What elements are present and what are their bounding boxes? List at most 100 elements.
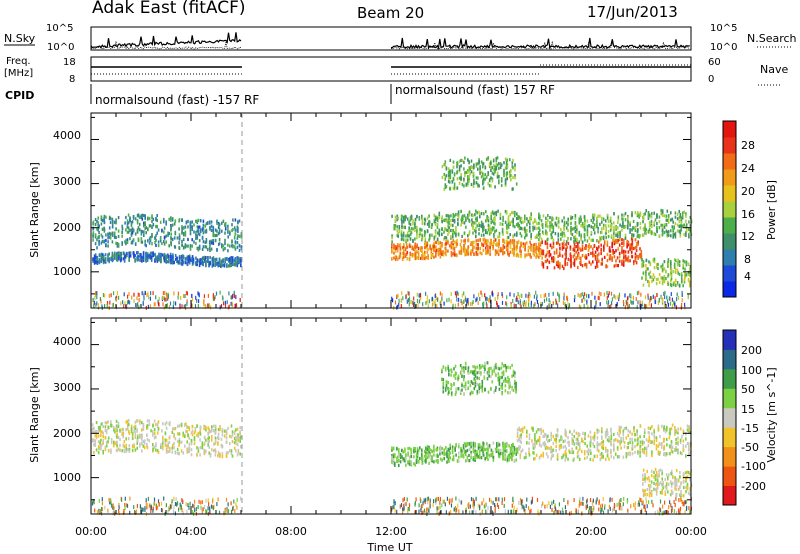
data-cell: [121, 224, 123, 228]
data-cell: [133, 429, 135, 433]
data-cell: [470, 182, 473, 187]
data-cell: [525, 300, 527, 305]
data-cell: [547, 304, 549, 309]
data-cell: [157, 420, 160, 424]
data-cell: [133, 445, 135, 449]
data-cell: [527, 294, 529, 299]
data-cell: [601, 257, 603, 261]
data-cell: [111, 303, 114, 308]
data-cell: [482, 304, 484, 309]
data-cell: [426, 241, 429, 245]
data-cell: [637, 234, 639, 238]
data-cell: [207, 293, 209, 298]
data-cell: [97, 235, 99, 240]
data-cell: [92, 238, 94, 242]
data-cell: [458, 181, 461, 185]
data-cell: [685, 225, 687, 229]
data-cell: [174, 437, 177, 441]
data-cell: [108, 258, 110, 262]
data-cell: [632, 226, 635, 230]
data-cell: [627, 240, 630, 244]
freq-tick-bottom: 8: [69, 74, 75, 85]
data-cell: [467, 213, 469, 217]
data-cell: [507, 217, 510, 221]
data-cell: [157, 228, 160, 232]
data-cell: [561, 219, 563, 223]
data-cell: [487, 453, 489, 457]
data-cell: [100, 241, 103, 245]
data-cell: [649, 262, 652, 267]
data-cell: [570, 237, 572, 241]
data-cell: [584, 263, 586, 267]
data-cell: [439, 452, 441, 456]
data-cell: [468, 175, 470, 179]
data-cell: [557, 234, 560, 238]
data-cell: [615, 249, 617, 253]
data-cell: [401, 256, 404, 260]
data-cell: [126, 425, 129, 429]
data-cell: [102, 256, 105, 260]
data-cell: [125, 437, 127, 441]
data-cell: [96, 227, 98, 231]
data-cell: [230, 301, 232, 306]
data-cell: [674, 215, 677, 219]
data-cell: [473, 163, 475, 167]
data-cell: [596, 264, 599, 269]
data-cell: [683, 233, 685, 237]
data-cell: [115, 227, 117, 231]
data-cell: [143, 224, 145, 228]
data-cell: [176, 451, 179, 455]
data-cell: [451, 448, 454, 452]
data-cell: [661, 211, 664, 215]
data-cell: [563, 223, 566, 227]
data-cell: [573, 258, 576, 262]
data-cell: [141, 428, 143, 432]
data-cell: [474, 229, 476, 233]
data-cell: [441, 297, 443, 301]
data-cell: [394, 463, 396, 467]
data-cell: [561, 247, 564, 251]
data-cell: [210, 224, 213, 228]
data-cell: [414, 245, 417, 249]
data-cell: [231, 244, 233, 248]
data-cell: [401, 225, 403, 230]
data-cell: [131, 448, 134, 453]
data-cell: [152, 223, 155, 227]
data-cell: [146, 438, 149, 442]
data-cell: [165, 220, 167, 224]
data-cell: [688, 220, 690, 224]
data-cell: [444, 160, 447, 164]
data-cell: [177, 260, 180, 264]
data-cell: [485, 175, 488, 179]
data-cell: [672, 270, 675, 274]
data-cell: [405, 238, 407, 242]
data-cell: [547, 218, 549, 222]
data-cell: [605, 236, 607, 240]
data-cell: [193, 240, 195, 244]
data-cell: [161, 445, 163, 450]
data-cell: [661, 280, 664, 284]
data-cell: [665, 269, 667, 273]
data-cell: [204, 304, 206, 308]
data-cell: [426, 299, 428, 304]
data-cell: [646, 304, 648, 309]
data-cell: [452, 245, 455, 249]
data-cell: [530, 236, 532, 240]
data-cell: [689, 269, 692, 273]
data-cell: [107, 240, 109, 244]
data-cell: [225, 451, 228, 455]
data-cell: [577, 265, 579, 270]
data-cell: [162, 441, 164, 445]
data-cell: [526, 217, 528, 221]
data-cell: [120, 301, 122, 306]
data-cell: [449, 158, 452, 162]
data-cell: [227, 228, 229, 232]
data-cell: [96, 246, 98, 250]
data-cell: [657, 262, 659, 267]
data-cell: [487, 219, 490, 223]
data-cell: [160, 443, 162, 447]
data-cell: [193, 223, 195, 227]
data-cell: [480, 233, 483, 237]
data-cell: [621, 246, 623, 250]
data-cell: [205, 240, 208, 244]
